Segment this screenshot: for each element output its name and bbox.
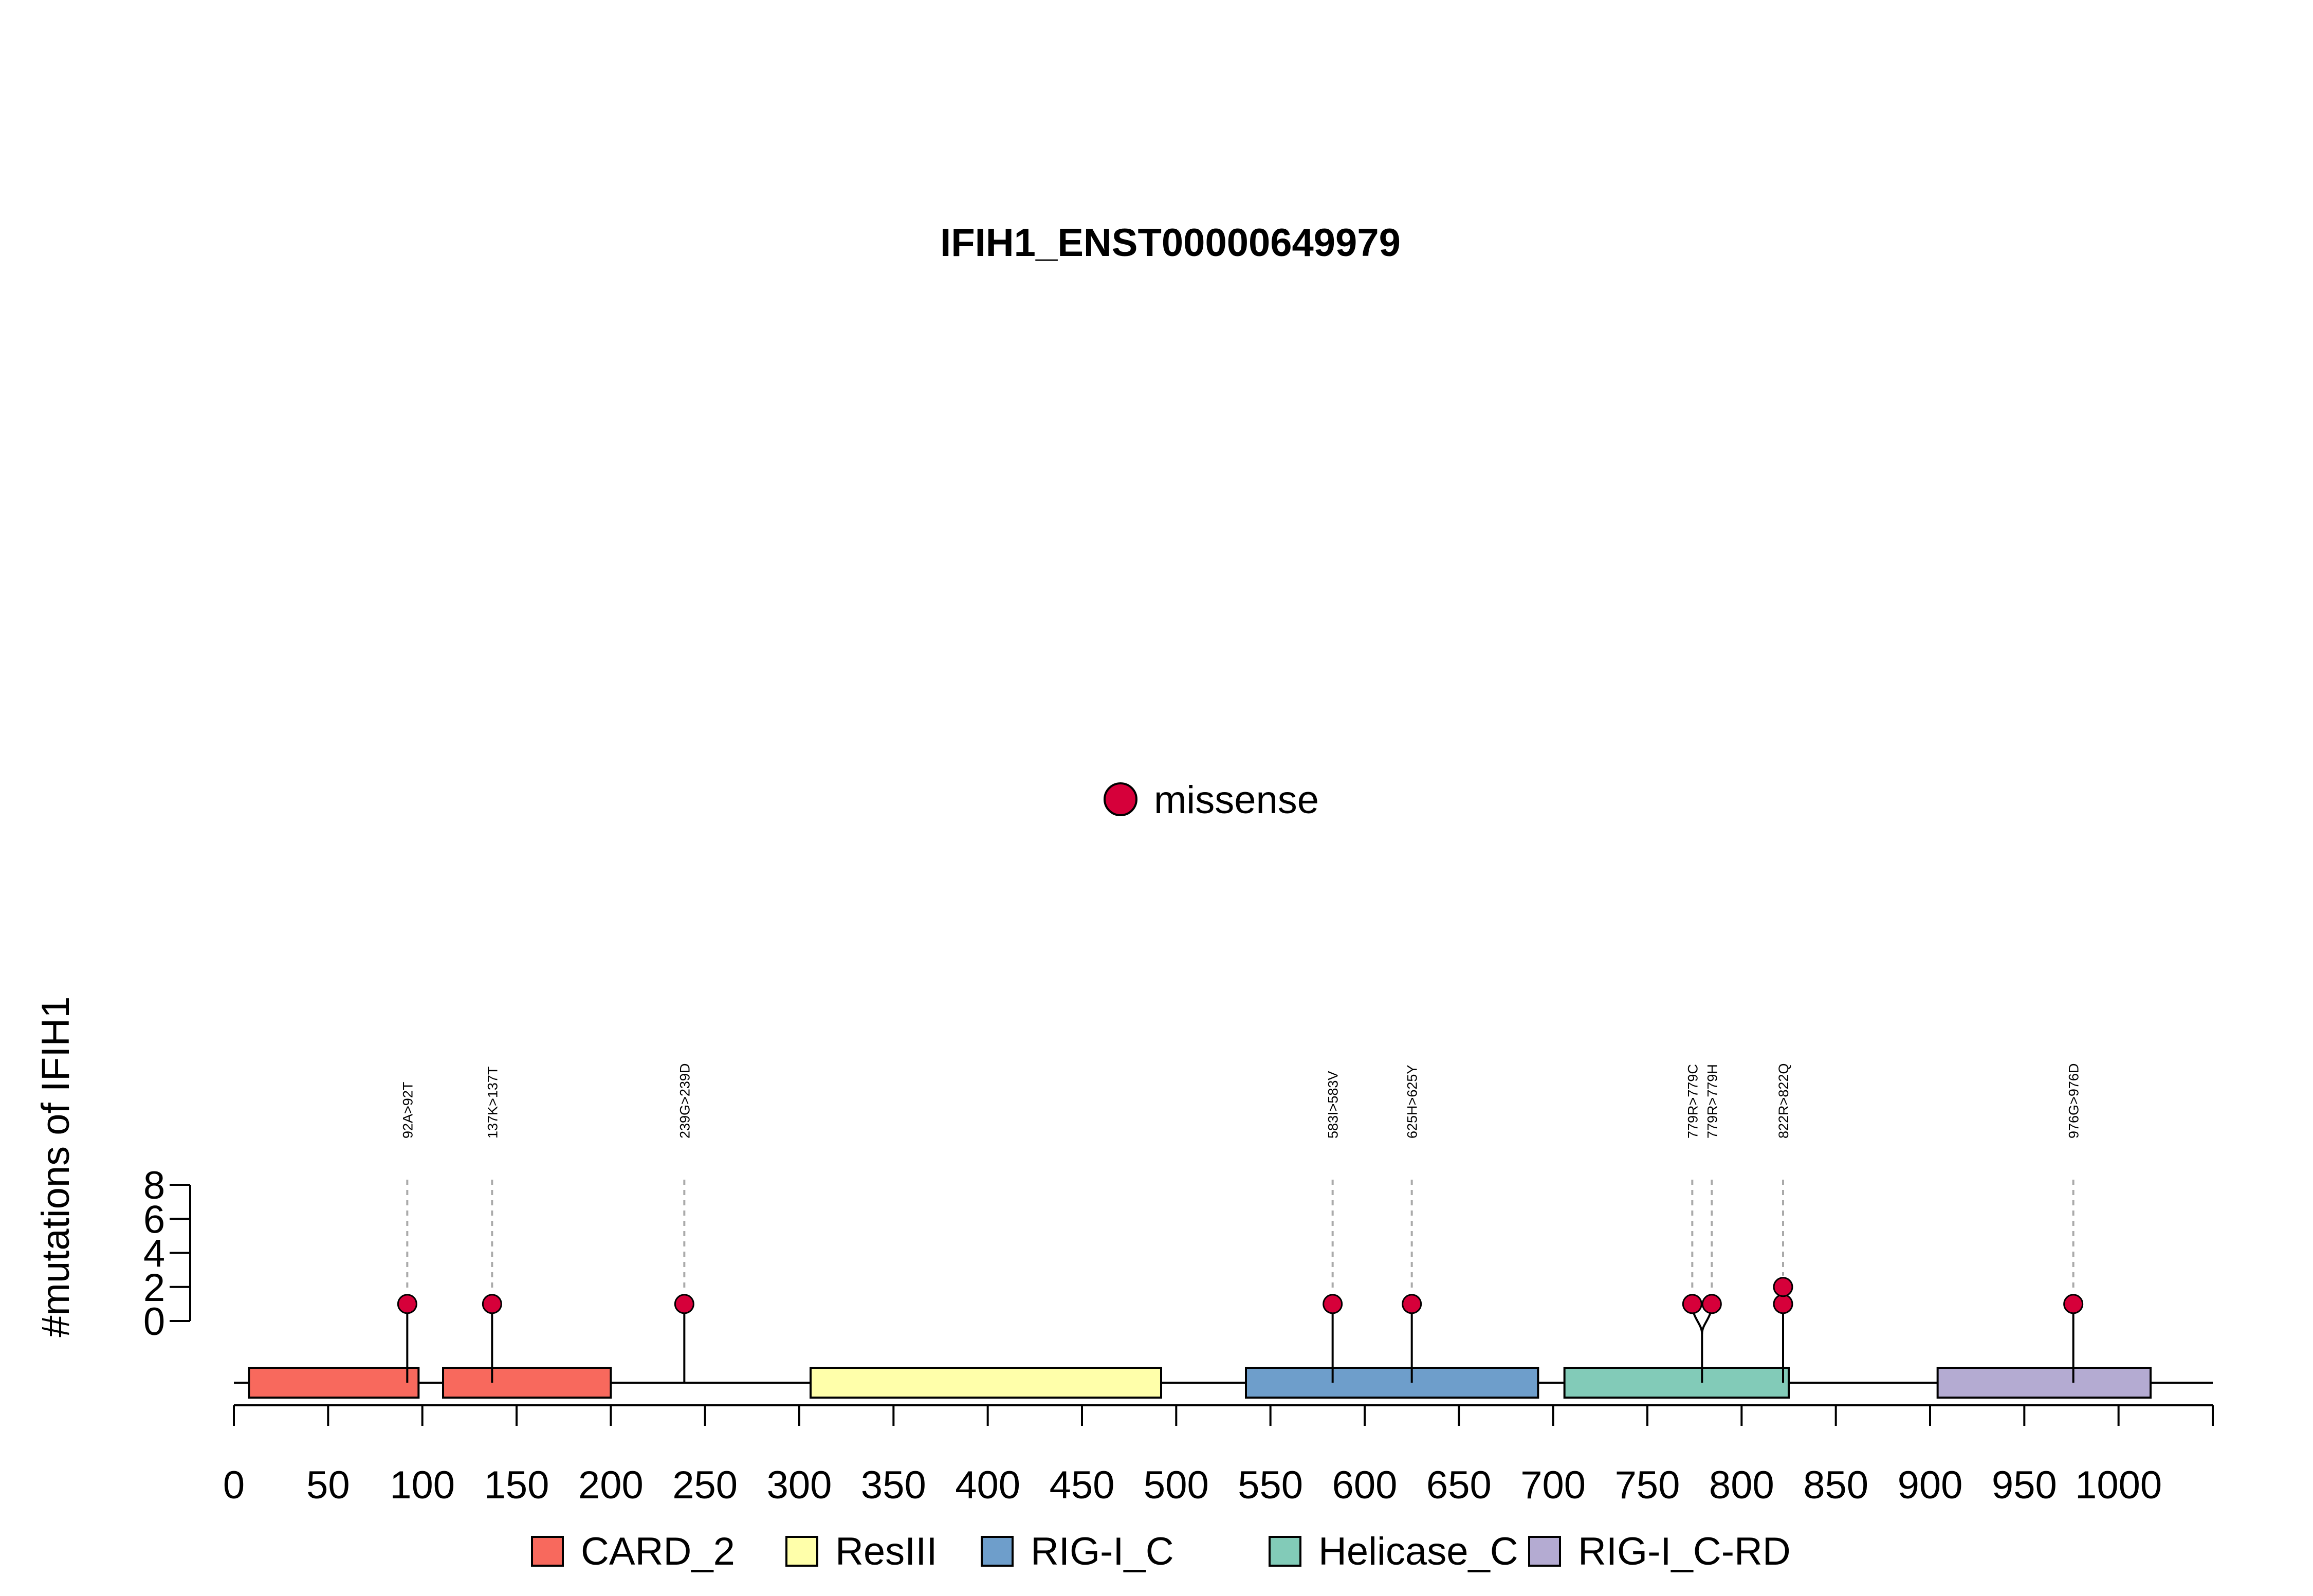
legend-missense-label: missense	[1154, 778, 1319, 822]
mutation-head	[482, 1294, 502, 1314]
y-tick-label: 6	[143, 1198, 165, 1241]
mutation-stems	[406, 1287, 2075, 1383]
legend-label-helicase_c: Helicase_C	[1318, 1530, 1518, 1573]
legend-missense-marker	[1104, 782, 1137, 816]
mutation-head	[397, 1294, 417, 1314]
chart-title: IFIH1_ENST00000649979	[940, 221, 1401, 265]
x-tick-label: 200	[578, 1463, 644, 1507]
legend-swatch-helicase_c	[1269, 1536, 1301, 1567]
mutation-label: 137K>137T	[485, 1067, 500, 1139]
x-tick-label: 250	[672, 1463, 738, 1507]
legend-label-rig-i_c: RIG-I_C	[1031, 1530, 1174, 1573]
mutation-label: 583I>583V	[1326, 1071, 1341, 1139]
y-axis-label: #mutations of IFIH1	[34, 996, 78, 1337]
x-tick-label: 100	[390, 1463, 455, 1507]
x-tick-label: 0	[223, 1463, 245, 1507]
mutation-head	[1701, 1294, 1722, 1314]
legend-swatch-card_2	[531, 1536, 564, 1567]
x-tick-label: 950	[1992, 1463, 2057, 1507]
x-tick-label: 150	[484, 1463, 549, 1507]
domain-rig-i_c	[1245, 1367, 1539, 1399]
mutation-head	[2063, 1294, 2084, 1314]
domain-legend: CARD_2 ResIII RIG-I_C Helicase_C RIG-I_C-RD	[531, 1530, 1791, 1573]
x-tick-label: 800	[1709, 1463, 1774, 1507]
mutation-type-legend: missense	[1104, 778, 1319, 822]
domain-card_2	[442, 1367, 612, 1399]
mutation-head	[674, 1294, 694, 1314]
domain-helicase_c	[1563, 1367, 1790, 1399]
mutation-label: 779R>779H	[1704, 1064, 1720, 1139]
x-tick-label: 700	[1520, 1463, 1586, 1507]
x-tick-label: 850	[1803, 1463, 1868, 1507]
x-tick-label: 450	[1050, 1463, 1115, 1507]
legend-swatch-rig-i_c-rd	[1528, 1536, 1561, 1567]
x-tick-label: 1000	[2075, 1463, 2162, 1507]
x-tick-label: 400	[955, 1463, 1020, 1507]
legend-label-card_2: CARD_2	[581, 1530, 735, 1573]
mutation-label: 976G>976D	[2066, 1063, 2082, 1139]
x-tick-label: 750	[1615, 1463, 1680, 1507]
x-tick-label: 350	[861, 1463, 926, 1507]
legend-swatch-rig-i_c	[981, 1536, 1014, 1567]
x-tick-label: 650	[1426, 1463, 1492, 1507]
mutation-head	[1402, 1294, 1422, 1314]
x-axis: 0 50 100 150 200 250 300 350 400 450 500 550 600 650 7…	[223, 1404, 2214, 1507]
mutation-label: 239G>239D	[677, 1063, 692, 1139]
y-tick-label: 8	[143, 1164, 165, 1207]
mutation-label: 822R>822Q	[1776, 1063, 1791, 1139]
x-tick-label: 300	[767, 1463, 832, 1507]
domain-rig-i_c-rd	[1936, 1367, 2152, 1399]
mutation-label: 625H>625Y	[1405, 1065, 1420, 1139]
y-tick-label: 4	[143, 1232, 165, 1276]
legend-label-resiii: ResIII	[835, 1530, 938, 1573]
mutation-head	[1773, 1294, 1793, 1314]
mutation-head	[1323, 1294, 1343, 1314]
x-tick-label: 600	[1332, 1463, 1398, 1507]
y-tick-label: 2	[143, 1266, 165, 1310]
mutation-heads	[397, 1277, 2084, 1314]
mutation-labels: 92A>92T 137K>137T 239G>239D 583I>583V 625H>6…	[400, 1063, 2082, 1293]
domain-resiii	[810, 1367, 1162, 1399]
domain-card_2	[248, 1367, 420, 1399]
legend-swatch-resiii	[785, 1536, 818, 1567]
x-tick-label: 550	[1238, 1463, 1303, 1507]
x-tick-label: 900	[1898, 1463, 1963, 1507]
mutation-label: 92A>92T	[400, 1082, 415, 1139]
y-tick-label: 0	[143, 1300, 165, 1344]
mutation-head	[1773, 1277, 1793, 1297]
x-tick-label: 50	[306, 1463, 350, 1507]
mutation-head	[1682, 1294, 1702, 1314]
mutation-label: 779R>779C	[1685, 1064, 1700, 1139]
domains	[248, 1367, 2152, 1399]
legend-label-rig-i_c-rd: RIG-I_C-RD	[1578, 1530, 1791, 1573]
x-tick-label: 500	[1144, 1463, 1209, 1507]
